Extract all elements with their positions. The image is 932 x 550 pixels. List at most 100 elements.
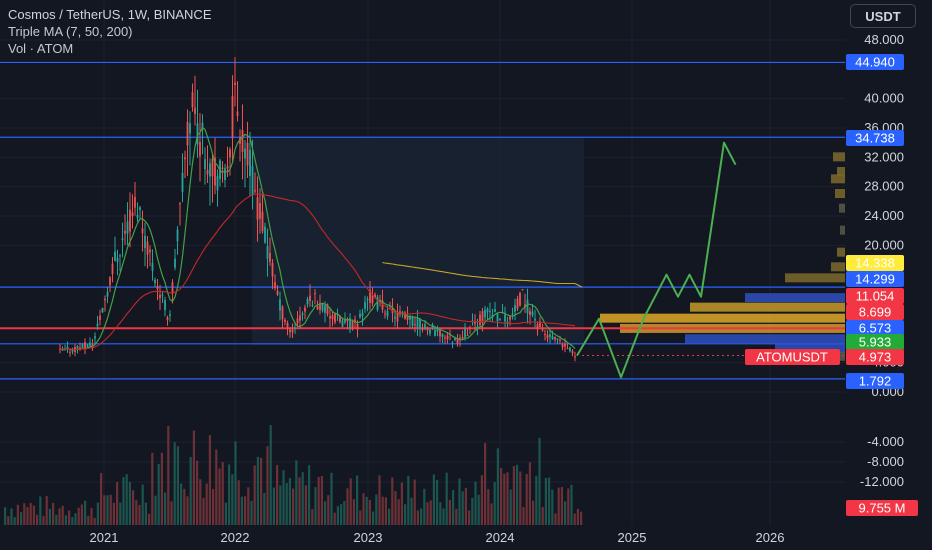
volume-profile-row (837, 167, 845, 176)
candle-body (159, 294, 161, 299)
volume-bar (80, 504, 83, 525)
volume-bar (87, 515, 90, 525)
candle-body (199, 141, 201, 157)
candle-body (326, 304, 329, 315)
volume-bar (442, 508, 445, 525)
volume-bar (416, 510, 419, 525)
candle-body (456, 338, 459, 345)
price-badge-label: 14.299 (855, 272, 895, 287)
volume-bar (199, 479, 202, 525)
candle-body (519, 292, 521, 306)
candle-body (559, 339, 561, 341)
volume-bar (493, 482, 496, 525)
volume-bar (240, 496, 243, 525)
volume-bar (138, 504, 141, 525)
volume-bar (554, 513, 557, 525)
candle-body (249, 149, 251, 177)
volume-bar (464, 487, 467, 525)
candle-body (271, 262, 274, 277)
volume-bar (237, 480, 240, 525)
candle-body (334, 312, 336, 323)
ma-line (382, 262, 575, 285)
candle-body (176, 229, 179, 242)
price-badge (846, 255, 904, 271)
volume-bar (471, 497, 474, 525)
time-axis[interactable]: 2021 2022 2023 2024 2025 2026 (90, 530, 785, 545)
volume-bar (330, 472, 333, 525)
volume-bar (448, 499, 451, 525)
volume-bar (544, 477, 547, 525)
y-tick-label: 28.000 (864, 179, 904, 194)
candle-body (319, 302, 321, 310)
volume-bar (151, 452, 154, 525)
volume-bar (122, 477, 125, 525)
candle-body (186, 122, 189, 146)
candle-body (526, 299, 529, 314)
ma-line (60, 126, 576, 351)
volume-bar (381, 496, 384, 525)
symbol-title[interactable]: Cosmos / TetherUS, 1W, BINANCE (8, 7, 212, 22)
volume-profile-row (831, 262, 845, 272)
price-badge-label: 11.054 (856, 289, 895, 304)
candle-body (276, 290, 279, 295)
volume-bar (132, 490, 135, 525)
candle-body (124, 230, 126, 234)
volume-bar (61, 505, 64, 525)
candle-body (381, 300, 384, 310)
candle-body (284, 319, 286, 322)
candle-body (414, 324, 416, 326)
symbol-badge (745, 349, 840, 365)
currency-button[interactable]: USDT (850, 4, 916, 28)
volume-bar (388, 508, 391, 525)
candle-body (71, 349, 74, 352)
candle-body (116, 258, 119, 262)
candle-body (296, 318, 299, 324)
candle-body (266, 246, 269, 259)
volume-profile-row (785, 273, 845, 283)
volume-bar (340, 504, 343, 525)
candle-body (446, 335, 449, 340)
volume-indicator-label[interactable]: Vol · ATOM (8, 41, 74, 56)
candle-body (104, 298, 106, 301)
volume-bar (548, 477, 551, 525)
candle-body (111, 263, 114, 275)
candle-body (509, 316, 511, 320)
candle-body (146, 241, 149, 255)
volume-bar (324, 501, 327, 525)
candle-body (76, 345, 79, 349)
candle-body (314, 293, 316, 295)
candle-body (494, 309, 496, 312)
volume-bar (407, 475, 410, 525)
candle-body (401, 312, 404, 314)
candle-body (566, 347, 569, 350)
ma-line (574, 283, 583, 288)
volume-bar (71, 517, 74, 525)
candle-body (171, 282, 174, 294)
candle-body (479, 314, 481, 326)
candle-body (451, 342, 454, 344)
candle-body (329, 316, 331, 319)
volume-bar (420, 508, 423, 525)
chart-legend: Cosmos / TetherUS, 1W, BINANCE Triple MA… (8, 6, 212, 57)
volume-bar (68, 510, 71, 525)
candle-body (96, 323, 99, 327)
candle-body (564, 343, 566, 347)
volume-bar (452, 490, 455, 525)
volume-bar (45, 496, 48, 525)
candle-body (466, 335, 469, 337)
volume-bar (372, 511, 375, 525)
y-tick-label: -4.000 (867, 434, 904, 449)
ma-indicator-label[interactable]: Triple MA (7, 50, 200) (8, 24, 133, 39)
volume-bar (560, 486, 563, 525)
volume-bar (362, 493, 365, 525)
volume-bar (176, 446, 179, 525)
candle-body (514, 305, 516, 312)
volume-bar (535, 475, 538, 525)
candle-body (454, 338, 456, 340)
candle-body (386, 310, 389, 317)
volume-bar (516, 464, 519, 525)
candle-body (309, 295, 311, 302)
volume-bar (564, 501, 567, 525)
